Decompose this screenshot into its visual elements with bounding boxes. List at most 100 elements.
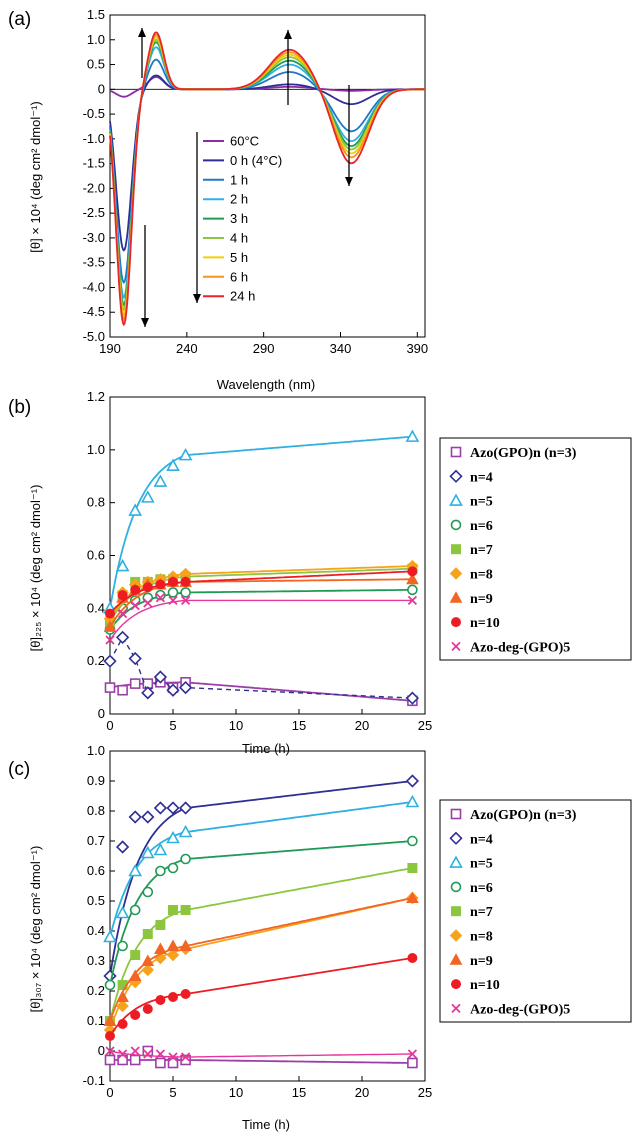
data-point-b bbox=[130, 584, 141, 595]
ylabel-c: [θ]₃₀₇ × 10⁴ (deg cm² dmol⁻¹) bbox=[28, 846, 43, 1013]
arrow-down-1-head bbox=[141, 318, 149, 327]
y-tick-label-b: 0.2 bbox=[87, 653, 105, 668]
series-line-c bbox=[109, 867, 413, 1022]
legend-label-a: 4 h bbox=[230, 231, 248, 246]
plot-a: 190 240 290 340 390 1.5 1.0 0.5 0 -0.5 -1.0 -1.5 -2.… bbox=[83, 7, 429, 356]
data-point-b bbox=[141, 686, 155, 700]
data-point-b bbox=[155, 593, 166, 603]
data-point-c bbox=[140, 845, 155, 859]
data-point-b bbox=[143, 598, 153, 608]
plot-frame-c bbox=[109, 750, 426, 1082]
series-line-c bbox=[109, 780, 413, 977]
arrow-down-2-head bbox=[345, 177, 353, 186]
series-line-b bbox=[109, 435, 413, 609]
data-point-b bbox=[178, 680, 193, 695]
data-point-c bbox=[407, 1049, 418, 1059]
data-point-b bbox=[142, 582, 153, 593]
y-tick-label-a: -4.0 bbox=[83, 279, 105, 294]
data-point-b bbox=[407, 595, 418, 606]
plot-frame-b bbox=[109, 396, 426, 715]
data-point-c bbox=[116, 990, 129, 1002]
y-tick-label-b: 0.6 bbox=[87, 548, 105, 563]
data-point-c bbox=[142, 886, 154, 898]
data-point-b bbox=[129, 678, 141, 689]
data-point-b bbox=[115, 630, 130, 645]
legend-label-c: n=7 bbox=[470, 905, 493, 920]
y-tick-label-a: -3.0 bbox=[83, 230, 105, 245]
legend-label-b: n=8 bbox=[470, 568, 493, 583]
legend-label-a: 0 h (4°C) bbox=[230, 153, 282, 168]
legend-marker-c bbox=[449, 855, 463, 868]
y-tick-label-c: 0.6 bbox=[87, 863, 105, 878]
data-point-b bbox=[117, 590, 128, 601]
data-point-b bbox=[166, 458, 180, 471]
data-point-b bbox=[103, 654, 117, 668]
data-point-c bbox=[405, 774, 420, 788]
y-tick-label-c: 0.9 bbox=[87, 773, 105, 788]
x-tick-label-c: 5 bbox=[169, 1085, 176, 1100]
data-point-b bbox=[405, 429, 420, 442]
legend-marker-c bbox=[449, 953, 463, 965]
x-tick-label-b: 20 bbox=[355, 718, 369, 733]
data-point-c bbox=[166, 948, 180, 962]
data-point-c bbox=[117, 1054, 128, 1066]
legend-marker-c bbox=[451, 906, 461, 917]
x-tick-label-c: 10 bbox=[229, 1085, 243, 1100]
y-tick-label-c: 0.2 bbox=[87, 983, 105, 998]
legend-label-c: Azo(GPO)n (n=3) bbox=[470, 808, 577, 823]
data-point-c bbox=[117, 1049, 128, 1059]
xlabel-c: Time (h) bbox=[242, 1117, 290, 1132]
data-point-c bbox=[168, 1052, 178, 1062]
data-point-c bbox=[117, 1019, 128, 1029]
legend-label-a: 24 h bbox=[230, 289, 255, 304]
legend-marker-b bbox=[450, 446, 462, 458]
series-line-a bbox=[109, 31, 425, 327]
data-point-b bbox=[130, 601, 140, 611]
data-point-c bbox=[178, 824, 193, 838]
legend-label-b: Azo-deg-(GPO)5 bbox=[470, 640, 570, 655]
y-tick-label-c: 0.7 bbox=[87, 833, 105, 848]
data-point-c bbox=[405, 794, 420, 808]
data-point-c bbox=[105, 1031, 115, 1041]
data-point-c bbox=[104, 1054, 116, 1066]
legend-label-c: n=4 bbox=[470, 832, 493, 847]
data-point-c bbox=[128, 863, 143, 877]
arrow-legend-head bbox=[193, 294, 201, 303]
panel-label-b: (b) bbox=[8, 397, 31, 418]
legend-marker-b bbox=[449, 567, 463, 580]
data-point-b bbox=[155, 589, 166, 601]
data-point-c bbox=[128, 969, 142, 981]
series-line-c bbox=[109, 840, 413, 986]
xlabel-b: Time (h) bbox=[242, 741, 290, 756]
data-point-c bbox=[116, 999, 129, 1013]
legend-label-a: 5 h bbox=[230, 250, 248, 265]
data-point-c bbox=[154, 942, 167, 954]
data-point-c bbox=[153, 801, 168, 815]
y-tick-label-a: -1.5 bbox=[83, 156, 105, 171]
data-point-c bbox=[407, 835, 418, 847]
data-point-c bbox=[103, 929, 117, 943]
data-point-c bbox=[130, 1010, 141, 1020]
ylabel-b: [θ]₂₂₅ × 10⁴ (deg cm² dmol⁻¹) bbox=[28, 485, 43, 652]
x-tick-label-a: 290 bbox=[253, 341, 275, 356]
data-point-c bbox=[117, 940, 128, 952]
series-line-a bbox=[109, 46, 425, 299]
y-tick-label-a: 1.5 bbox=[87, 7, 105, 22]
data-point-b bbox=[117, 608, 128, 619]
legend-label-b: n=7 bbox=[470, 543, 493, 558]
y-tick-label-a: -2.0 bbox=[83, 180, 105, 195]
y-tick-label-c: 0.5 bbox=[87, 893, 105, 908]
x-tick-label-c: 15 bbox=[292, 1085, 306, 1100]
data-point-c bbox=[167, 1057, 179, 1069]
data-point-c bbox=[180, 1054, 191, 1066]
data-point-c bbox=[128, 810, 142, 824]
plot-frame-a bbox=[109, 14, 426, 338]
y-tick-label-a: 1.0 bbox=[87, 32, 105, 47]
legend-label-b: n=5 bbox=[470, 495, 493, 510]
data-point-b bbox=[180, 576, 191, 587]
legend-marker-b bbox=[449, 493, 463, 506]
x-tick-label-a: 190 bbox=[99, 341, 121, 356]
panel-label-c: (c) bbox=[8, 759, 30, 780]
data-point-c bbox=[178, 801, 193, 815]
